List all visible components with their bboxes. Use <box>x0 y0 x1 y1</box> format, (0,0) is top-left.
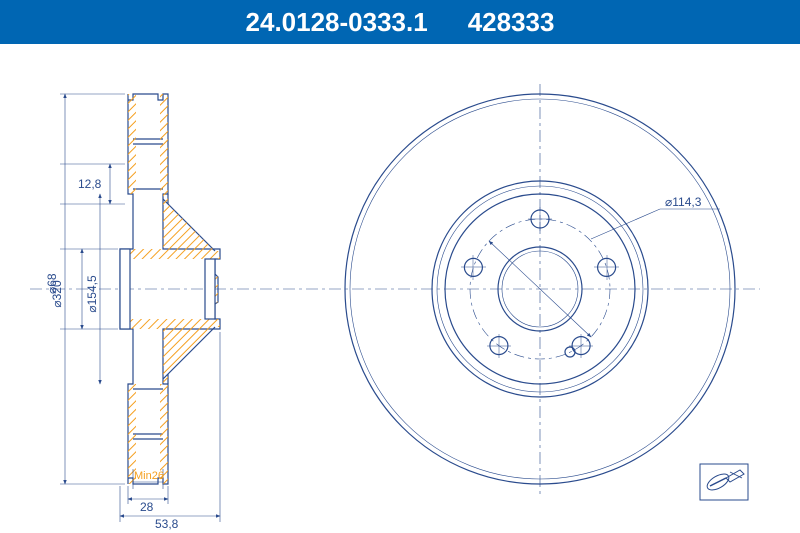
screw-icon <box>700 464 748 500</box>
dim-min26: Min26 <box>134 470 164 482</box>
side-view: 12,8 ⌀68 ⌀154,5 ⌀320 28 53,8 Min26 <box>45 94 220 531</box>
part-number: 24.0128-0333.1 <box>246 7 428 38</box>
dim-12-8: 12,8 <box>78 177 102 191</box>
dim-53-8: 53,8 <box>155 517 179 531</box>
dim-28: 28 <box>140 500 154 514</box>
technical-drawing: 12,8 ⌀68 ⌀154,5 ⌀320 28 53,8 Min26 <box>0 44 800 533</box>
dim-320: ⌀320 <box>50 280 64 308</box>
part-code: 428333 <box>468 7 555 38</box>
dim-154-5: ⌀154,5 <box>85 275 99 313</box>
dim-pcd: ⌀114,3 <box>665 195 702 209</box>
header-bar: 24.0128-0333.1 428333 <box>0 0 800 44</box>
front-view: ⌀114,3 <box>345 84 748 500</box>
